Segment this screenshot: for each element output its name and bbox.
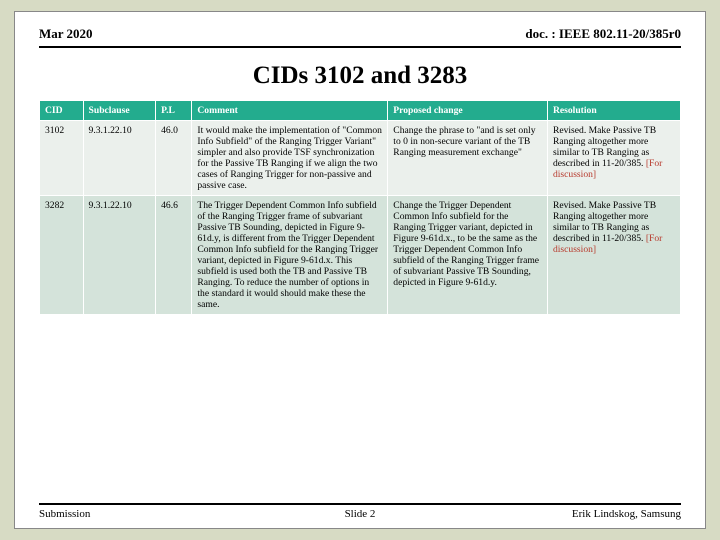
table-header-cell: Subclause bbox=[83, 101, 156, 121]
table-cell: 9.3.1.22.10 bbox=[83, 196, 156, 315]
table-cell: 46.6 bbox=[156, 196, 192, 315]
comments-table: CIDSubclauseP.LCommentProposed changeRes… bbox=[39, 100, 681, 315]
footer-left: Submission bbox=[39, 508, 90, 520]
footer-center: Slide 2 bbox=[345, 508, 376, 520]
slide: Mar 2020 doc. : IEEE 802.11-20/385r0 CID… bbox=[14, 11, 706, 529]
footer-row: Submission Slide 2 Erik Lindskog, Samsun… bbox=[39, 503, 681, 520]
table-cell: Revised. Make Passive TB Ranging altoget… bbox=[547, 121, 680, 196]
table-header-row: CIDSubclauseP.LCommentProposed changeRes… bbox=[40, 101, 681, 121]
table-header-cell: CID bbox=[40, 101, 84, 121]
table-header-cell: P.L bbox=[156, 101, 192, 121]
page-title: CIDs 3102 and 3283 bbox=[39, 62, 681, 90]
table-header-cell: Resolution bbox=[547, 101, 680, 121]
footer-right: Erik Lindskog, Samsung bbox=[572, 508, 681, 520]
table-row: 31029.3.1.22.1046.0It would make the imp… bbox=[40, 121, 681, 196]
table-cell: It would make the implementation of "Com… bbox=[192, 121, 388, 196]
table-row: 32829.3.1.22.1046.6The Trigger Dependent… bbox=[40, 196, 681, 315]
table-cell: 3102 bbox=[40, 121, 84, 196]
table-cell: The Trigger Dependent Common Info subfie… bbox=[192, 196, 388, 315]
table-header-cell: Comment bbox=[192, 101, 388, 121]
table-cell: Change the Trigger Dependent Common Info… bbox=[388, 196, 548, 315]
header-doc: doc. : IEEE 802.11-20/385r0 bbox=[525, 26, 681, 42]
table-cell: Revised. Make Passive TB Ranging altoget… bbox=[547, 196, 680, 315]
table-cell: 46.0 bbox=[156, 121, 192, 196]
header-date: Mar 2020 bbox=[39, 26, 93, 42]
header-row: Mar 2020 doc. : IEEE 802.11-20/385r0 bbox=[39, 26, 681, 48]
table-cell: 9.3.1.22.10 bbox=[83, 121, 156, 196]
table-cell: Change the phrase to "and is set only to… bbox=[388, 121, 548, 196]
table-header-cell: Proposed change bbox=[388, 101, 548, 121]
table-cell: 3282 bbox=[40, 196, 84, 315]
